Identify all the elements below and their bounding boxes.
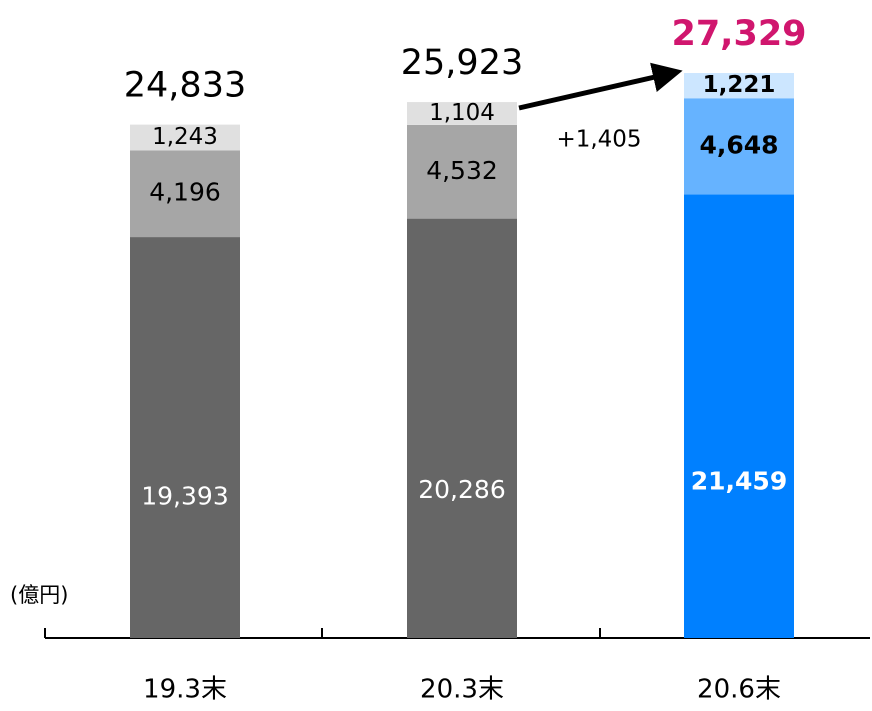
bar-segment	[407, 218, 517, 638]
annotation: +1,405	[556, 127, 641, 153]
bar-segment	[684, 98, 794, 195]
bar-segment	[684, 73, 794, 99]
bar-segment	[407, 124, 517, 219]
arrow	[518, 62, 683, 111]
bar-segment	[130, 150, 240, 238]
value-label: 1,221	[703, 72, 776, 98]
value-label: 4,196	[149, 178, 221, 207]
x-tick-label: 20.3末	[420, 675, 504, 705]
value-label: 4,532	[426, 156, 498, 185]
bar-segment	[407, 102, 517, 125]
value-label: 1,104	[429, 100, 495, 126]
total-label: 24,833	[124, 66, 246, 106]
bar-segment	[684, 194, 794, 638]
bar-segment	[130, 237, 240, 638]
value-label: 1,243	[152, 124, 218, 150]
total-label: 27,329	[671, 14, 806, 54]
x-tick-label: 19.3末	[143, 675, 227, 705]
value-label: 21,459	[691, 467, 787, 496]
unit-label: (億円)	[10, 583, 68, 607]
x-tick-label: 20.6末	[697, 675, 781, 705]
total-label: 25,923	[401, 43, 523, 83]
value-label: 20,286	[418, 475, 505, 504]
bar-segment	[130, 124, 240, 151]
value-label: 4,648	[699, 130, 778, 159]
value-label: 19,393	[141, 482, 228, 511]
